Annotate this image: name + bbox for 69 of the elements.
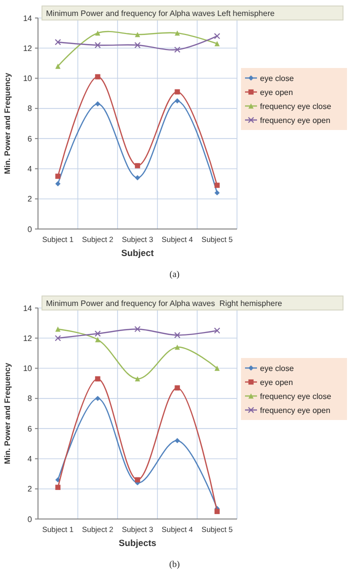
point bbox=[174, 89, 180, 94]
point bbox=[174, 332, 180, 338]
y-tick-label: 2 bbox=[28, 194, 33, 204]
point bbox=[214, 41, 220, 46]
y-tick-label: 12 bbox=[23, 334, 33, 343]
legend-label: frequency eye close bbox=[260, 392, 332, 401]
point bbox=[55, 174, 60, 179]
chart-title: Minimum Power and frequency for Alpha waves Right hemisphere bbox=[46, 299, 283, 308]
point bbox=[214, 366, 220, 371]
point bbox=[54, 39, 61, 46]
legend-label: frequency eye close bbox=[260, 102, 332, 111]
point bbox=[134, 376, 140, 382]
y-axis-title: Min. Power and Frequency bbox=[3, 72, 12, 174]
point bbox=[94, 42, 101, 48]
y-tick-label: 2 bbox=[28, 484, 33, 494]
point bbox=[55, 181, 60, 186]
point bbox=[55, 326, 60, 332]
point bbox=[214, 190, 220, 196]
legend-label: eye open bbox=[260, 378, 293, 387]
point bbox=[174, 46, 180, 53]
y-axis-title: Min. Power and Frequency bbox=[3, 362, 12, 464]
point bbox=[134, 32, 140, 38]
point bbox=[134, 163, 140, 168]
legend-label: eye close bbox=[260, 364, 294, 373]
point bbox=[95, 396, 100, 402]
point bbox=[95, 376, 100, 382]
chart-title: Minimum Power and frequency for Alpha waves Left hemisphere bbox=[46, 9, 276, 18]
point bbox=[214, 32, 220, 40]
y-tick-label: 0 bbox=[28, 224, 33, 234]
text: (a) bbox=[170, 269, 180, 279]
point bbox=[174, 438, 180, 444]
point bbox=[174, 30, 180, 36]
point bbox=[214, 182, 220, 188]
y-tick-label: 10 bbox=[23, 74, 33, 84]
y-tick-label: 14 bbox=[23, 14, 33, 23]
point bbox=[95, 337, 100, 342]
x-axis-title: Subjects bbox=[118, 538, 156, 548]
point bbox=[214, 328, 220, 334]
point bbox=[95, 74, 100, 80]
y-tick-label: 0 bbox=[28, 514, 33, 524]
point bbox=[134, 477, 140, 482]
legend-label: eye open bbox=[260, 88, 293, 97]
y-tick-label: 10 bbox=[23, 364, 33, 374]
y-tick-label: 6 bbox=[28, 424, 33, 434]
y-tick-label: 6 bbox=[28, 134, 33, 144]
legend-label: frequency eye open bbox=[260, 116, 330, 125]
point bbox=[55, 484, 60, 490]
point bbox=[174, 385, 180, 390]
point bbox=[55, 64, 60, 69]
y-tick-label: 12 bbox=[23, 44, 33, 53]
x-axis-title: Subject bbox=[121, 248, 154, 258]
legend-label: eye close bbox=[260, 74, 294, 83]
y-tick-label: 14 bbox=[23, 304, 33, 313]
point bbox=[54, 335, 61, 342]
point bbox=[95, 101, 100, 107]
point bbox=[134, 326, 141, 332]
y-tick-label: 8 bbox=[28, 394, 33, 404]
point bbox=[94, 330, 101, 337]
point bbox=[134, 42, 141, 48]
point bbox=[214, 508, 220, 514]
legend-label: frequency eye open bbox=[260, 406, 330, 415]
point bbox=[134, 175, 140, 180]
point bbox=[174, 98, 180, 104]
point bbox=[174, 344, 180, 350]
point bbox=[95, 30, 100, 36]
text: (b) bbox=[169, 559, 180, 569]
y-tick-label: 4 bbox=[28, 164, 33, 174]
y-tick-label: 8 bbox=[28, 104, 33, 114]
y-tick-label: 4 bbox=[28, 454, 33, 464]
